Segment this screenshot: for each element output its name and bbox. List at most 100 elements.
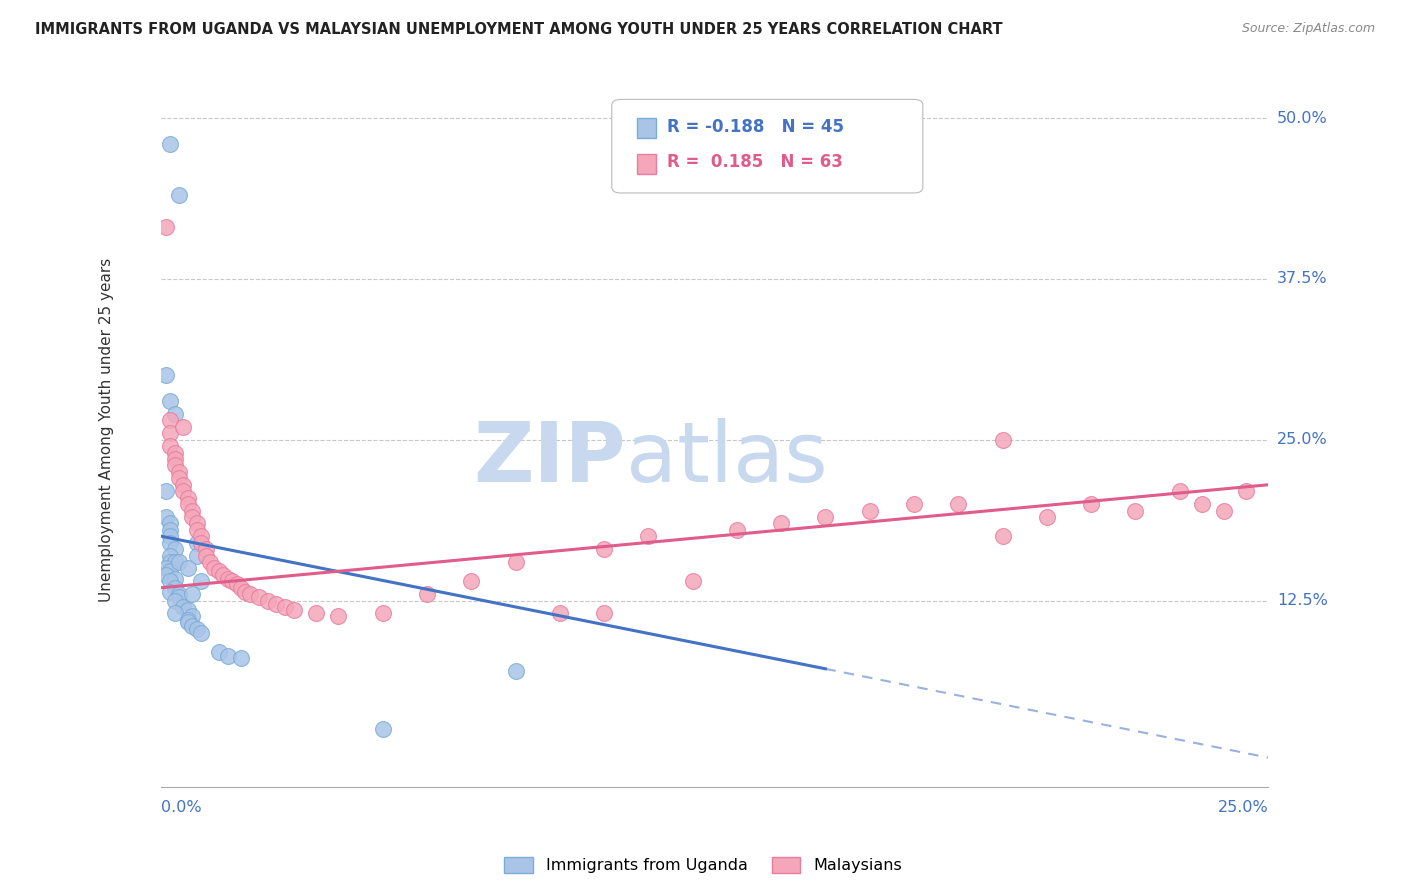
- Point: [593, 607, 616, 621]
- Point: [163, 407, 186, 421]
- Point: [167, 471, 190, 485]
- Point: [208, 564, 231, 578]
- Point: [181, 619, 204, 633]
- Point: [177, 497, 200, 511]
- Point: [229, 651, 252, 665]
- Point: [194, 549, 217, 563]
- Point: [159, 439, 181, 453]
- Point: [505, 555, 527, 569]
- Point: [163, 572, 186, 586]
- Point: [460, 574, 482, 589]
- Point: [1168, 484, 1191, 499]
- Point: [198, 555, 221, 569]
- Point: [1212, 503, 1234, 517]
- Text: IMMIGRANTS FROM UGANDA VS MALAYSIAN UNEMPLOYMENT AMONG YOUTH UNDER 25 YEARS CORR: IMMIGRANTS FROM UGANDA VS MALAYSIAN UNEM…: [35, 22, 1002, 37]
- Point: [225, 577, 247, 591]
- Point: [167, 590, 190, 604]
- Point: [159, 394, 181, 409]
- Point: [593, 542, 616, 557]
- Text: 25.0%: 25.0%: [1277, 433, 1327, 447]
- Point: [155, 484, 177, 499]
- Point: [190, 535, 212, 549]
- Point: [159, 549, 181, 563]
- Point: [814, 510, 837, 524]
- Point: [163, 555, 186, 569]
- Point: [163, 452, 186, 467]
- Point: [1123, 503, 1146, 517]
- Point: [505, 665, 527, 679]
- Point: [163, 593, 186, 607]
- Point: [167, 587, 190, 601]
- Point: [305, 607, 328, 621]
- Text: Unemployment Among Youth under 25 years: Unemployment Among Youth under 25 years: [98, 258, 114, 602]
- Text: R = -0.188   N = 45: R = -0.188 N = 45: [666, 118, 844, 136]
- Text: atlas: atlas: [626, 418, 828, 500]
- Point: [159, 529, 181, 543]
- Point: [1191, 497, 1213, 511]
- Point: [239, 587, 262, 601]
- Point: [682, 574, 704, 589]
- FancyBboxPatch shape: [637, 118, 655, 138]
- Point: [371, 723, 394, 737]
- Point: [217, 572, 239, 586]
- Point: [948, 497, 970, 511]
- Point: [1036, 510, 1059, 524]
- Point: [159, 564, 181, 578]
- Point: [212, 567, 235, 582]
- Point: [167, 465, 190, 479]
- Point: [155, 510, 177, 524]
- Text: 25.0%: 25.0%: [1218, 800, 1268, 815]
- Point: [177, 602, 200, 616]
- Point: [725, 523, 748, 537]
- Point: [177, 615, 200, 630]
- Point: [1234, 484, 1257, 499]
- Point: [159, 413, 181, 427]
- Point: [159, 426, 181, 441]
- Point: [167, 555, 190, 569]
- Point: [159, 555, 181, 569]
- Point: [991, 433, 1014, 447]
- Text: 0.0%: 0.0%: [162, 800, 202, 815]
- Point: [274, 600, 297, 615]
- FancyBboxPatch shape: [612, 99, 922, 193]
- Point: [186, 535, 208, 549]
- Text: ZIP: ZIP: [474, 418, 626, 500]
- Point: [548, 607, 571, 621]
- Point: [172, 477, 194, 491]
- Point: [229, 581, 252, 595]
- Point: [903, 497, 925, 511]
- Point: [163, 581, 186, 595]
- Point: [155, 220, 177, 235]
- FancyBboxPatch shape: [637, 153, 655, 174]
- Point: [159, 574, 181, 589]
- Point: [328, 609, 350, 624]
- Text: 12.5%: 12.5%: [1277, 593, 1327, 608]
- Point: [235, 584, 257, 599]
- Point: [177, 561, 200, 575]
- Point: [159, 136, 181, 151]
- Point: [163, 607, 186, 621]
- Point: [172, 484, 194, 499]
- Point: [181, 510, 204, 524]
- Point: [186, 622, 208, 636]
- Point: [194, 542, 217, 557]
- Point: [155, 567, 177, 582]
- Point: [159, 523, 181, 537]
- Point: [208, 645, 231, 659]
- Point: [186, 549, 208, 563]
- Point: [186, 523, 208, 537]
- Point: [1080, 497, 1102, 511]
- Point: [155, 561, 177, 575]
- Legend: Immigrants from Uganda, Malaysians: Immigrants from Uganda, Malaysians: [498, 850, 908, 880]
- Point: [190, 529, 212, 543]
- Point: [172, 600, 194, 615]
- Point: [163, 458, 186, 473]
- Point: [181, 587, 204, 601]
- Point: [256, 593, 278, 607]
- Point: [221, 574, 243, 589]
- Point: [163, 445, 186, 459]
- Point: [167, 188, 190, 202]
- Point: [859, 503, 882, 517]
- Text: 50.0%: 50.0%: [1277, 111, 1327, 126]
- Point: [204, 561, 226, 575]
